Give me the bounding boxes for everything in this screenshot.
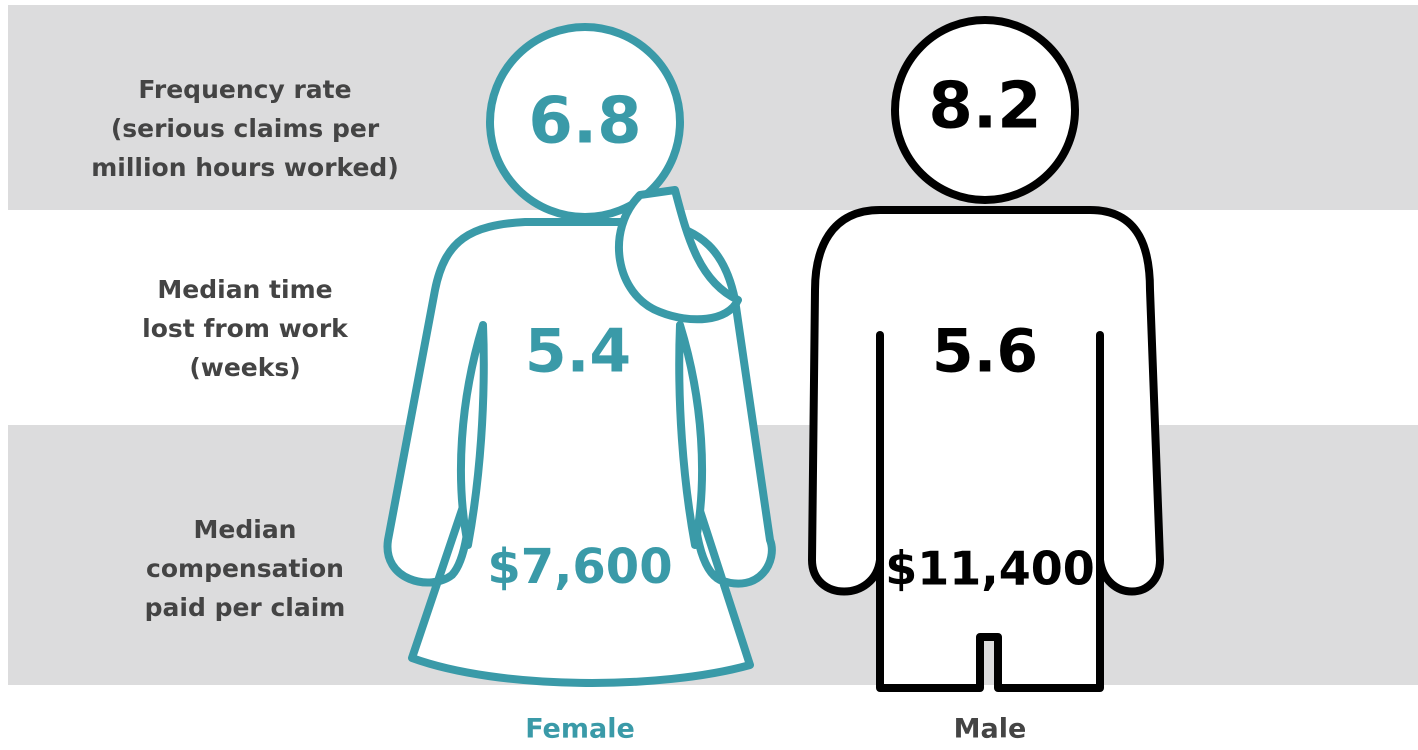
row-label: Frequency rate <box>138 75 351 104</box>
value: 5.4 <box>525 317 631 387</box>
row-label: paid per claim <box>145 593 346 622</box>
male-figure <box>808 16 1164 692</box>
row-label: (weeks) <box>189 353 300 382</box>
row-label: lost from work <box>142 314 349 343</box>
value: 8.2 <box>928 70 1041 144</box>
value: 6.8 <box>528 85 641 159</box>
row-label: Median <box>194 515 297 544</box>
female-figure <box>383 23 776 687</box>
value: $11,400 <box>885 542 1095 596</box>
group-name: Female <box>525 714 635 745</box>
group-name: Male <box>954 714 1027 745</box>
row-label: Median time <box>157 275 332 304</box>
value: 5.6 <box>932 317 1038 387</box>
value: $7,600 <box>487 539 672 595</box>
band <box>8 5 1418 210</box>
row-label: (serious claims per <box>111 114 380 143</box>
row-label: compensation <box>146 554 344 583</box>
row-label: million hours worked) <box>91 153 399 182</box>
